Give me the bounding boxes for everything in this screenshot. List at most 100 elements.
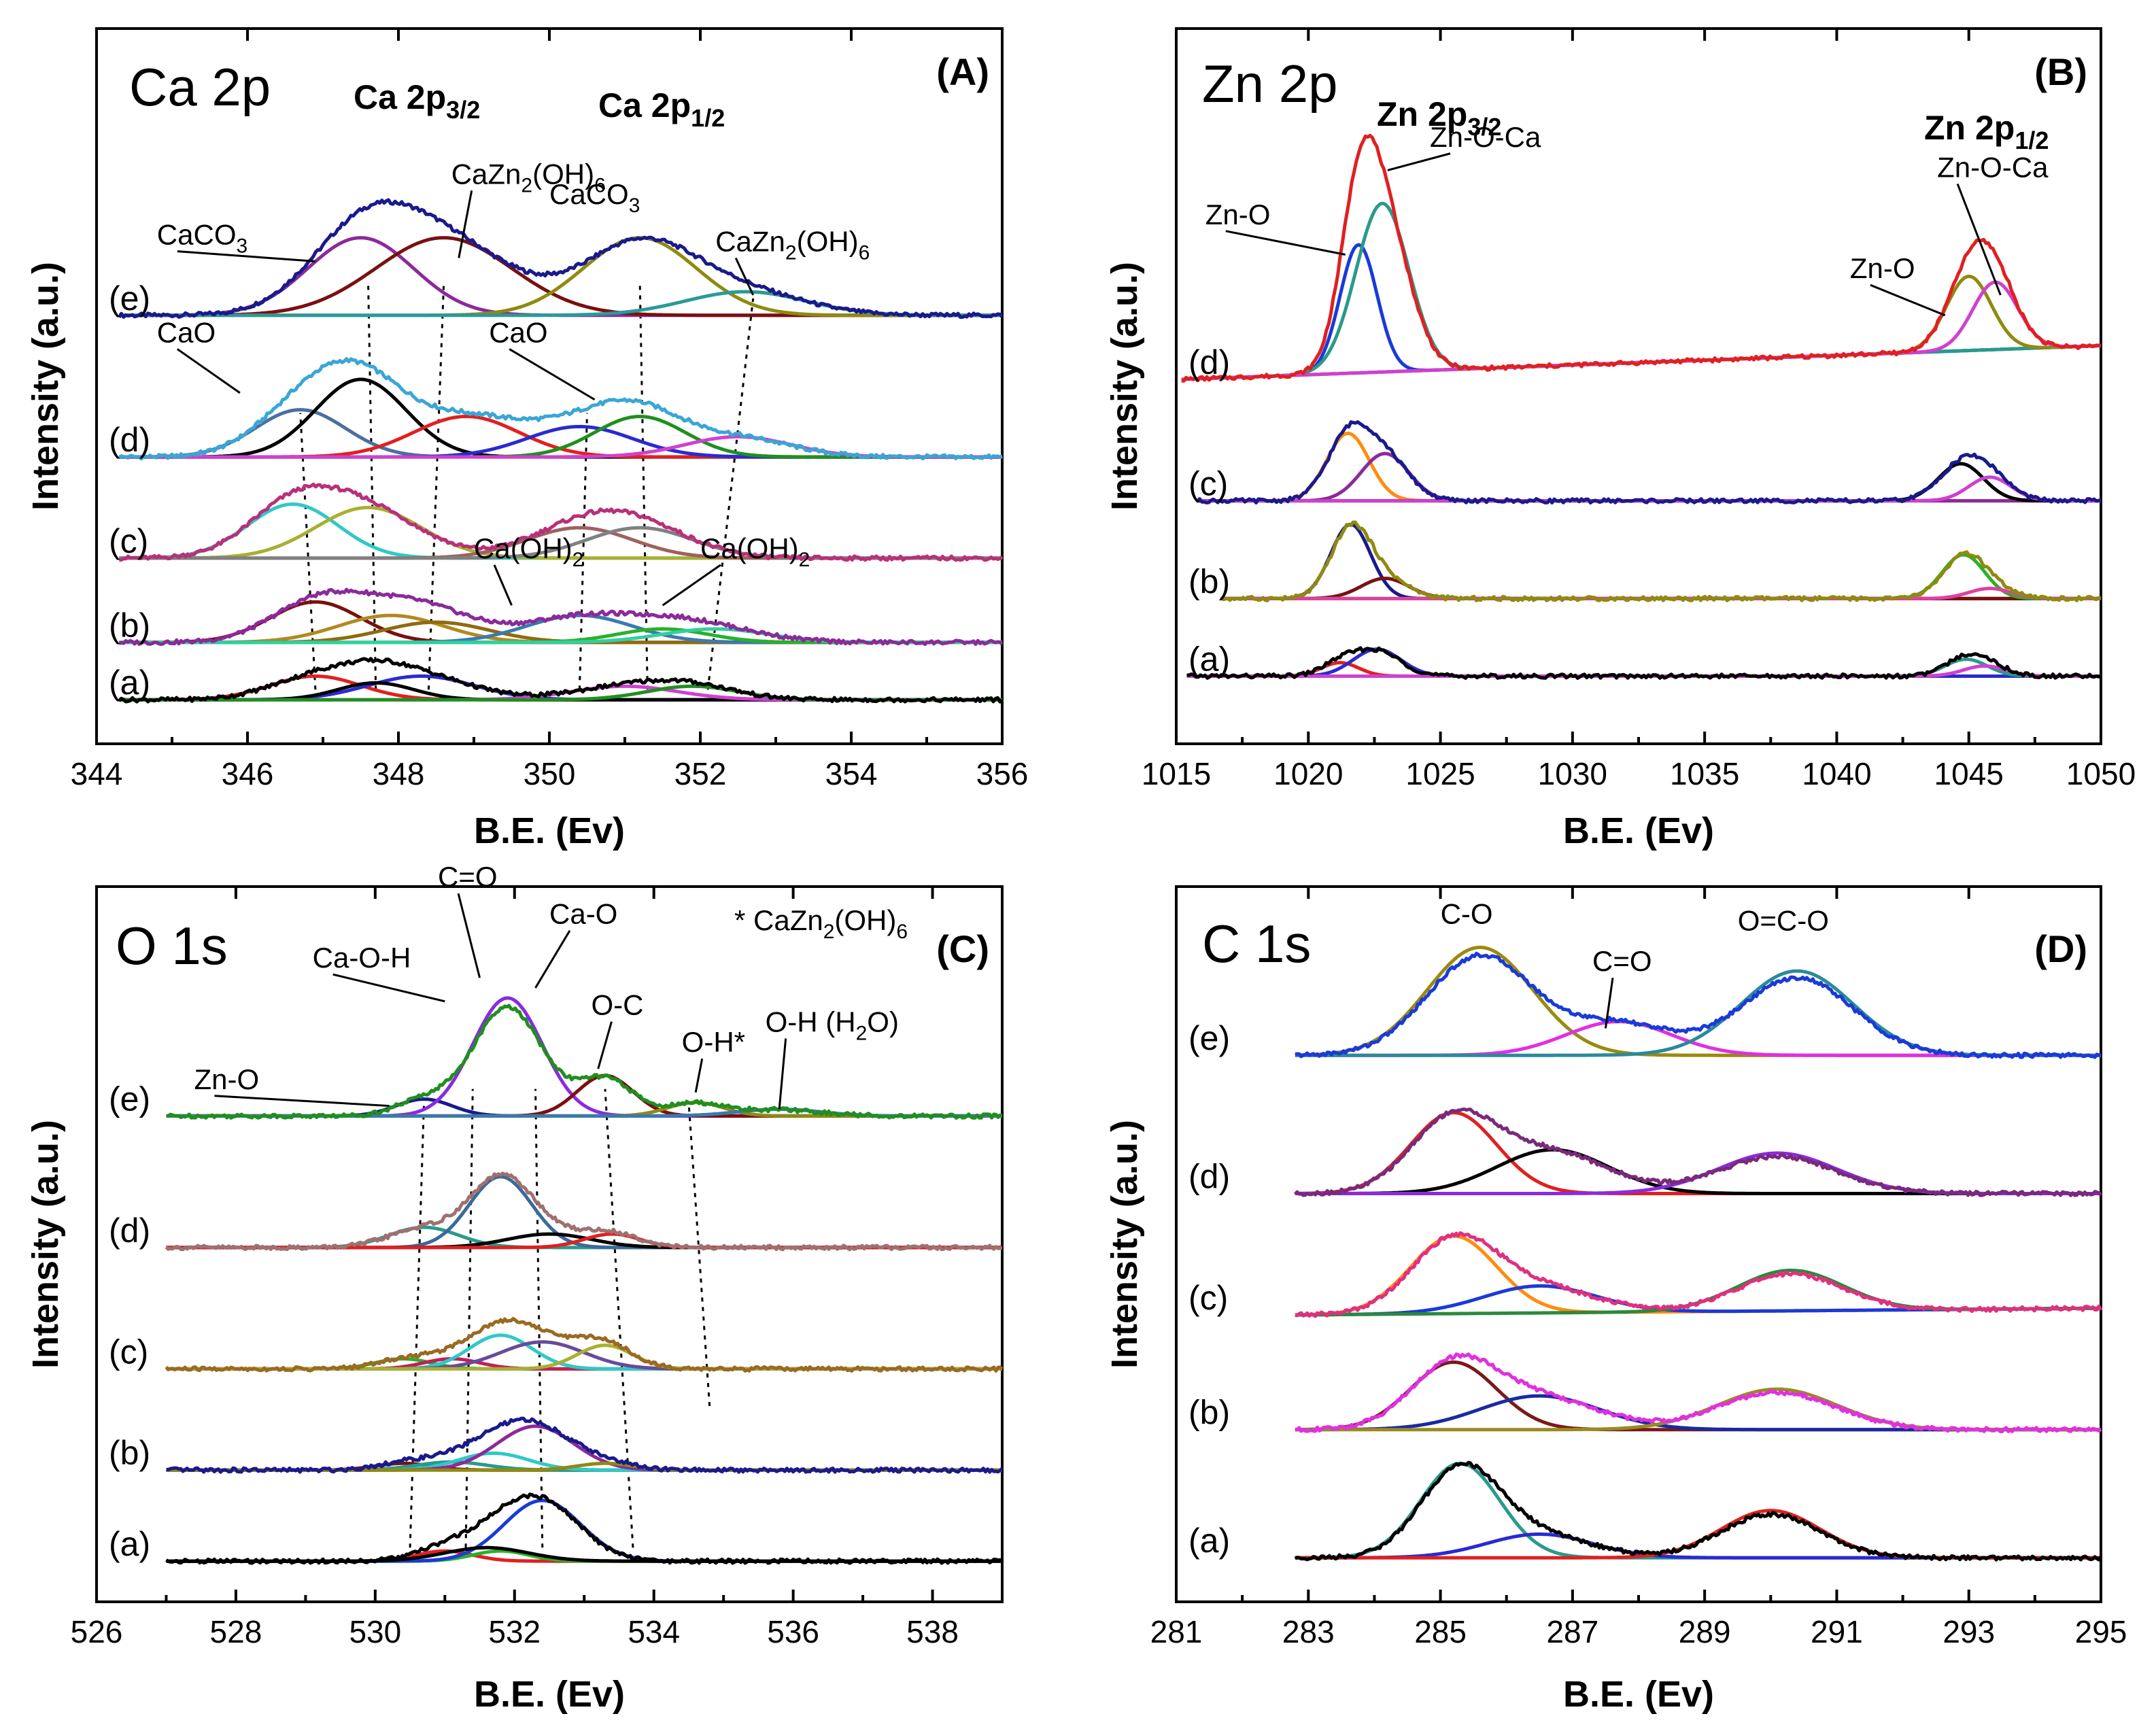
annotation-arrow	[778, 1038, 787, 1110]
fit-component-curve	[166, 1074, 1002, 1118]
panel-a-tag: (A)	[936, 50, 989, 93]
spectrum-envelope-curve	[119, 482, 1004, 562]
peak-annotation: Ca(OH)2	[474, 532, 583, 571]
spectrum-envelope-curve	[1196, 420, 2102, 504]
spectrum-envelope-curve	[1295, 1231, 2103, 1318]
x-tick-label: 287	[1546, 1614, 1598, 1649]
panel-c-tick-labels: 526 528 530 532 534 536 538	[71, 1614, 959, 1649]
panel-b-zn2p: 1015 1020 1025 1030 1035 1040 1045 1050 (d)(c)(…	[1104, 27, 2136, 851]
spectrum-envelope-curve	[1186, 646, 2102, 680]
peak-annotation: CaCO3	[157, 219, 247, 258]
panel-a-xlabel: B.E. (Ev)	[474, 810, 625, 851]
fit-component-curve	[1295, 1111, 2101, 1195]
sample-label: (a)	[109, 664, 150, 702]
spectrum-envelope-curve	[1295, 1352, 2102, 1433]
guide-line	[578, 413, 588, 690]
spectrum-envelope-curve	[166, 1416, 1004, 1474]
x-tick-label: 538	[906, 1614, 959, 1649]
x-tick-label: 1045	[1934, 756, 2004, 791]
annotation-arrow	[534, 929, 571, 989]
spectrum-envelope-curve	[1295, 951, 2102, 1059]
annotation-arrow	[214, 1095, 390, 1108]
fit-component-curve	[119, 415, 1002, 459]
panel-b-sample-labels: (d) (c) (b) (a)	[1188, 343, 1230, 678]
x-tick-label: 1015	[1142, 756, 1211, 791]
guide-line	[604, 1089, 634, 1548]
panel-a-curves	[118, 198, 1004, 704]
panel-c-frame	[95, 885, 1004, 1603]
fit-component-curve	[1295, 1148, 2101, 1195]
x-tick-label: 293	[1943, 1614, 1995, 1649]
panel-b-curves	[1181, 133, 2102, 680]
panel-c-curves	[165, 996, 1004, 1565]
annotation-arrow	[332, 973, 445, 1003]
panel-c-tag: (C)	[936, 927, 989, 970]
x-tick-label: 346	[222, 756, 274, 791]
panel-d-element-label: C 1s	[1202, 914, 1311, 974]
x-tick-label: 1030	[1538, 756, 1607, 791]
sample-label: (b)	[109, 1434, 150, 1472]
fit-component-curve	[119, 600, 1002, 645]
peak-annotation: CaO	[489, 316, 547, 348]
x-tick-label: 354	[825, 756, 878, 791]
fit-component-curve	[1295, 1360, 2101, 1432]
panel-a-ylabel: Intensity (a.u.)	[25, 262, 66, 511]
panel-b-heading-left: Zn 2p3/2	[1377, 95, 1501, 141]
x-tick-label: 283	[1282, 1614, 1335, 1649]
x-tick-label: 532	[488, 1614, 541, 1649]
annotation-arrow	[662, 564, 721, 606]
spectrum-envelope-curve	[166, 1004, 1002, 1120]
x-tick-label: 530	[349, 1614, 401, 1649]
x-tick-label: 534	[628, 1614, 680, 1649]
peak-annotation: Zn-O-Ca	[1430, 121, 1541, 153]
spectrum-envelope-curve	[118, 657, 1004, 704]
peak-annotation: C=O	[1592, 945, 1652, 977]
fit-component-curve	[119, 415, 1002, 459]
annotation-arrow	[734, 257, 755, 296]
peak-annotation: CaCO3	[549, 178, 640, 217]
sample-label: (c)	[109, 1333, 148, 1371]
peak-annotation: Ca(OH)2	[700, 532, 810, 571]
fit-component-curve	[119, 620, 1002, 645]
sample-label: (d)	[1188, 1158, 1230, 1196]
peak-annotation: CaZn2(OH)6	[451, 158, 606, 196]
fit-component-curve	[166, 1498, 1002, 1563]
peak-annotation: O=C-O	[1738, 905, 1829, 937]
x-tick-label: 295	[2075, 1614, 2127, 1649]
panel-a-tick-labels: 344 346 348 350 352 354 356	[71, 756, 1029, 791]
x-tick-label: 289	[1679, 1614, 1731, 1649]
guide-line	[534, 1089, 544, 1548]
fit-component-curve	[1221, 522, 2101, 600]
panel-d-tick-labels: 281 283 285 287 289 291 293 295	[1150, 1614, 2127, 1649]
sample-label: (a)	[1188, 640, 1230, 678]
guide-line	[409, 1102, 426, 1548]
fit-component-curve	[1295, 1387, 2101, 1432]
panel-a-heading-left: Ca 2p3/2	[354, 78, 480, 124]
peak-annotation: Zn-O	[194, 1063, 259, 1095]
peak-annotation: Zn-O	[1850, 252, 1915, 284]
x-tick-label: 281	[1150, 1614, 1203, 1649]
peak-annotation: O-H (H2O)	[766, 1006, 899, 1044]
x-tick-label: 352	[674, 756, 727, 791]
panel-c-guides	[409, 1089, 711, 1548]
annotation-arrow	[177, 250, 316, 262]
panel-c-element-label: O 1s	[116, 916, 228, 976]
annotation-arrow	[457, 893, 481, 978]
panel-a-ticks	[95, 29, 1004, 744]
fit-component-curve	[1295, 1532, 2101, 1560]
peak-annotation: CaZn2(OH)6	[715, 226, 870, 264]
x-tick-label: 1050	[2066, 756, 2136, 791]
spectrum-envelope-curve	[1294, 1460, 2103, 1562]
x-tick-label: 344	[71, 756, 123, 791]
peak-annotation: Zn-O-Ca	[1937, 151, 2049, 183]
fit-component-curve	[166, 1343, 1002, 1371]
annotation-arrow	[458, 190, 473, 258]
panel-c-annotations: Zn-O Ca-O-H C=O Ca-O O-C O-H* O-H (H2O)	[194, 861, 899, 1110]
panel-a-heading-right: Ca 2p1/2	[598, 86, 725, 132]
sample-label: (d)	[1188, 343, 1230, 381]
sample-label: (e)	[109, 279, 150, 318]
peak-annotation: Ca-O	[549, 898, 617, 930]
guide-line	[687, 1102, 711, 1407]
